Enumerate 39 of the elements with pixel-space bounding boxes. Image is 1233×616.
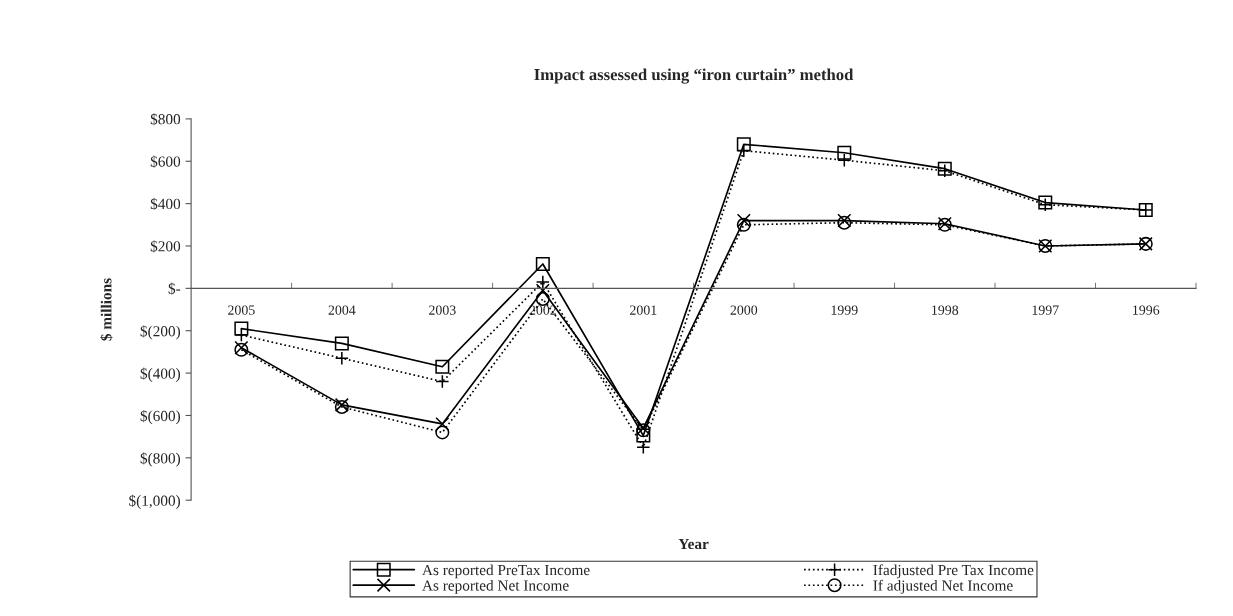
x-tick-label: 2001 bbox=[630, 305, 657, 315]
x-tick-label: 1999 bbox=[831, 305, 858, 315]
legend-label: As reported PreTax Income bbox=[422, 564, 590, 579]
x-tick-label: 1997 bbox=[1032, 305, 1059, 315]
y-tick-label: $(600) bbox=[140, 409, 181, 425]
legend-label: If adjusted Net Income bbox=[873, 579, 1013, 594]
y-tick-label: $600 bbox=[150, 155, 181, 168]
x-tick-label: 2005 bbox=[228, 305, 255, 315]
y-tick-label: $(800) bbox=[140, 452, 181, 467]
legend-label: As reported Net Income bbox=[422, 579, 569, 594]
x-tick-label: 2003 bbox=[429, 305, 456, 315]
point bbox=[736, 217, 751, 232]
point bbox=[736, 213, 751, 228]
y-tick-label: $400 bbox=[150, 197, 181, 211]
y-tick-label: $(1,000) bbox=[129, 494, 181, 509]
point bbox=[435, 416, 450, 431]
point bbox=[636, 428, 651, 443]
point bbox=[334, 336, 349, 351]
y-tick-label: $(200) bbox=[140, 325, 181, 340]
y-axis-title: $ millions bbox=[100, 278, 113, 341]
point bbox=[234, 321, 249, 336]
point bbox=[535, 256, 550, 272]
x-tick-label: 1996 bbox=[1133, 305, 1160, 315]
point bbox=[837, 145, 852, 160]
y-tick-label: $200 bbox=[150, 240, 181, 253]
x-tick-label: 1998 bbox=[932, 305, 959, 315]
x-tick-label: 2000 bbox=[730, 305, 758, 315]
y-tick-label: $800 bbox=[150, 113, 181, 126]
x-axis-title: Year bbox=[678, 538, 709, 550]
point bbox=[535, 291, 550, 306]
x-tick-label: 2004 bbox=[328, 305, 356, 315]
point bbox=[736, 137, 751, 152]
point bbox=[435, 359, 450, 374]
point bbox=[435, 374, 450, 389]
chart-title: Impact assessed using “iron curtain” method bbox=[534, 68, 854, 84]
legend-label: Ifadjusted Pre Tax Income bbox=[873, 564, 1034, 579]
y-tick-label: $(400) bbox=[140, 367, 181, 382]
point bbox=[435, 425, 450, 440]
y-tick-label: $- bbox=[168, 282, 181, 295]
